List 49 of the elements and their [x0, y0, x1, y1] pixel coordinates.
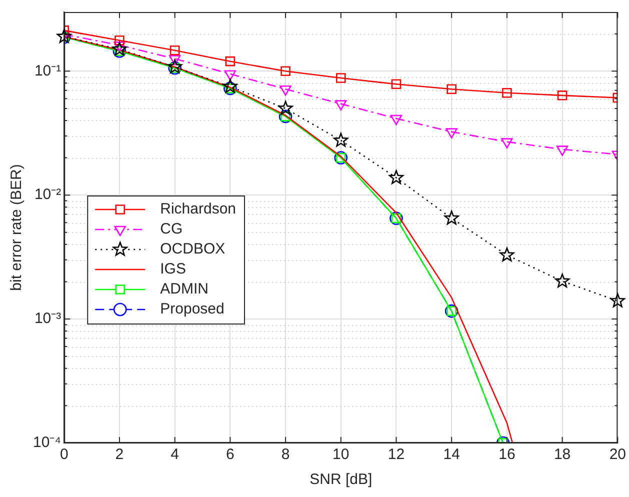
- point: [500, 247, 514, 262]
- x-axis-title: SNR [dB]: [310, 471, 372, 488]
- legend-label: IGS: [160, 260, 186, 278]
- point: [335, 100, 347, 110]
- x-tick-label: 10: [332, 446, 350, 464]
- point: [557, 90, 568, 100]
- legend-label: CG: [160, 220, 183, 238]
- point: [502, 88, 512, 98]
- x-tick-label: 6: [226, 446, 234, 464]
- point: [556, 146, 568, 156]
- point: [555, 274, 570, 288]
- x-tick-label: 16: [498, 446, 516, 464]
- y-tick-label: 10⁻²: [34, 186, 62, 204]
- y-tick-label: 10⁻³: [34, 310, 62, 328]
- point: [391, 79, 402, 89]
- x-tick-label: 2: [115, 446, 124, 464]
- point: [336, 73, 346, 83]
- point: [390, 114, 402, 126]
- point: [501, 138, 513, 148]
- x-tick-label: 18: [554, 446, 571, 464]
- x-tick-label: 12: [388, 446, 405, 464]
- legend-label: ADMIN: [160, 280, 208, 298]
- point: [446, 128, 458, 138]
- point: [280, 66, 290, 76]
- point: [444, 210, 459, 225]
- y-tick-label: 10⁻¹: [34, 62, 62, 80]
- point: [222, 78, 238, 93]
- point: [610, 293, 625, 308]
- point: [334, 132, 348, 147]
- point: [114, 36, 124, 46]
- x-tick-label: 20: [609, 446, 626, 464]
- point: [224, 70, 236, 81]
- point: [225, 56, 236, 66]
- point: [170, 46, 180, 56]
- y-axis-title: bit error rate (BER): [8, 164, 26, 291]
- legend-label: Richardson: [160, 200, 236, 218]
- point: [280, 85, 292, 96]
- x-tick-label: 14: [443, 446, 460, 464]
- point: [56, 28, 72, 43]
- point: [278, 100, 293, 115]
- x-tick-label: 8: [281, 446, 290, 464]
- point: [112, 42, 127, 56]
- y-tick-label: 10⁻⁴: [32, 434, 62, 452]
- legend-label: OCDBOX: [160, 240, 226, 258]
- point: [446, 84, 456, 94]
- x-tick-label: 4: [170, 446, 180, 464]
- x-tick-label: 0: [60, 446, 68, 464]
- legend-label: Proposed: [160, 300, 224, 318]
- point: [388, 170, 404, 184]
